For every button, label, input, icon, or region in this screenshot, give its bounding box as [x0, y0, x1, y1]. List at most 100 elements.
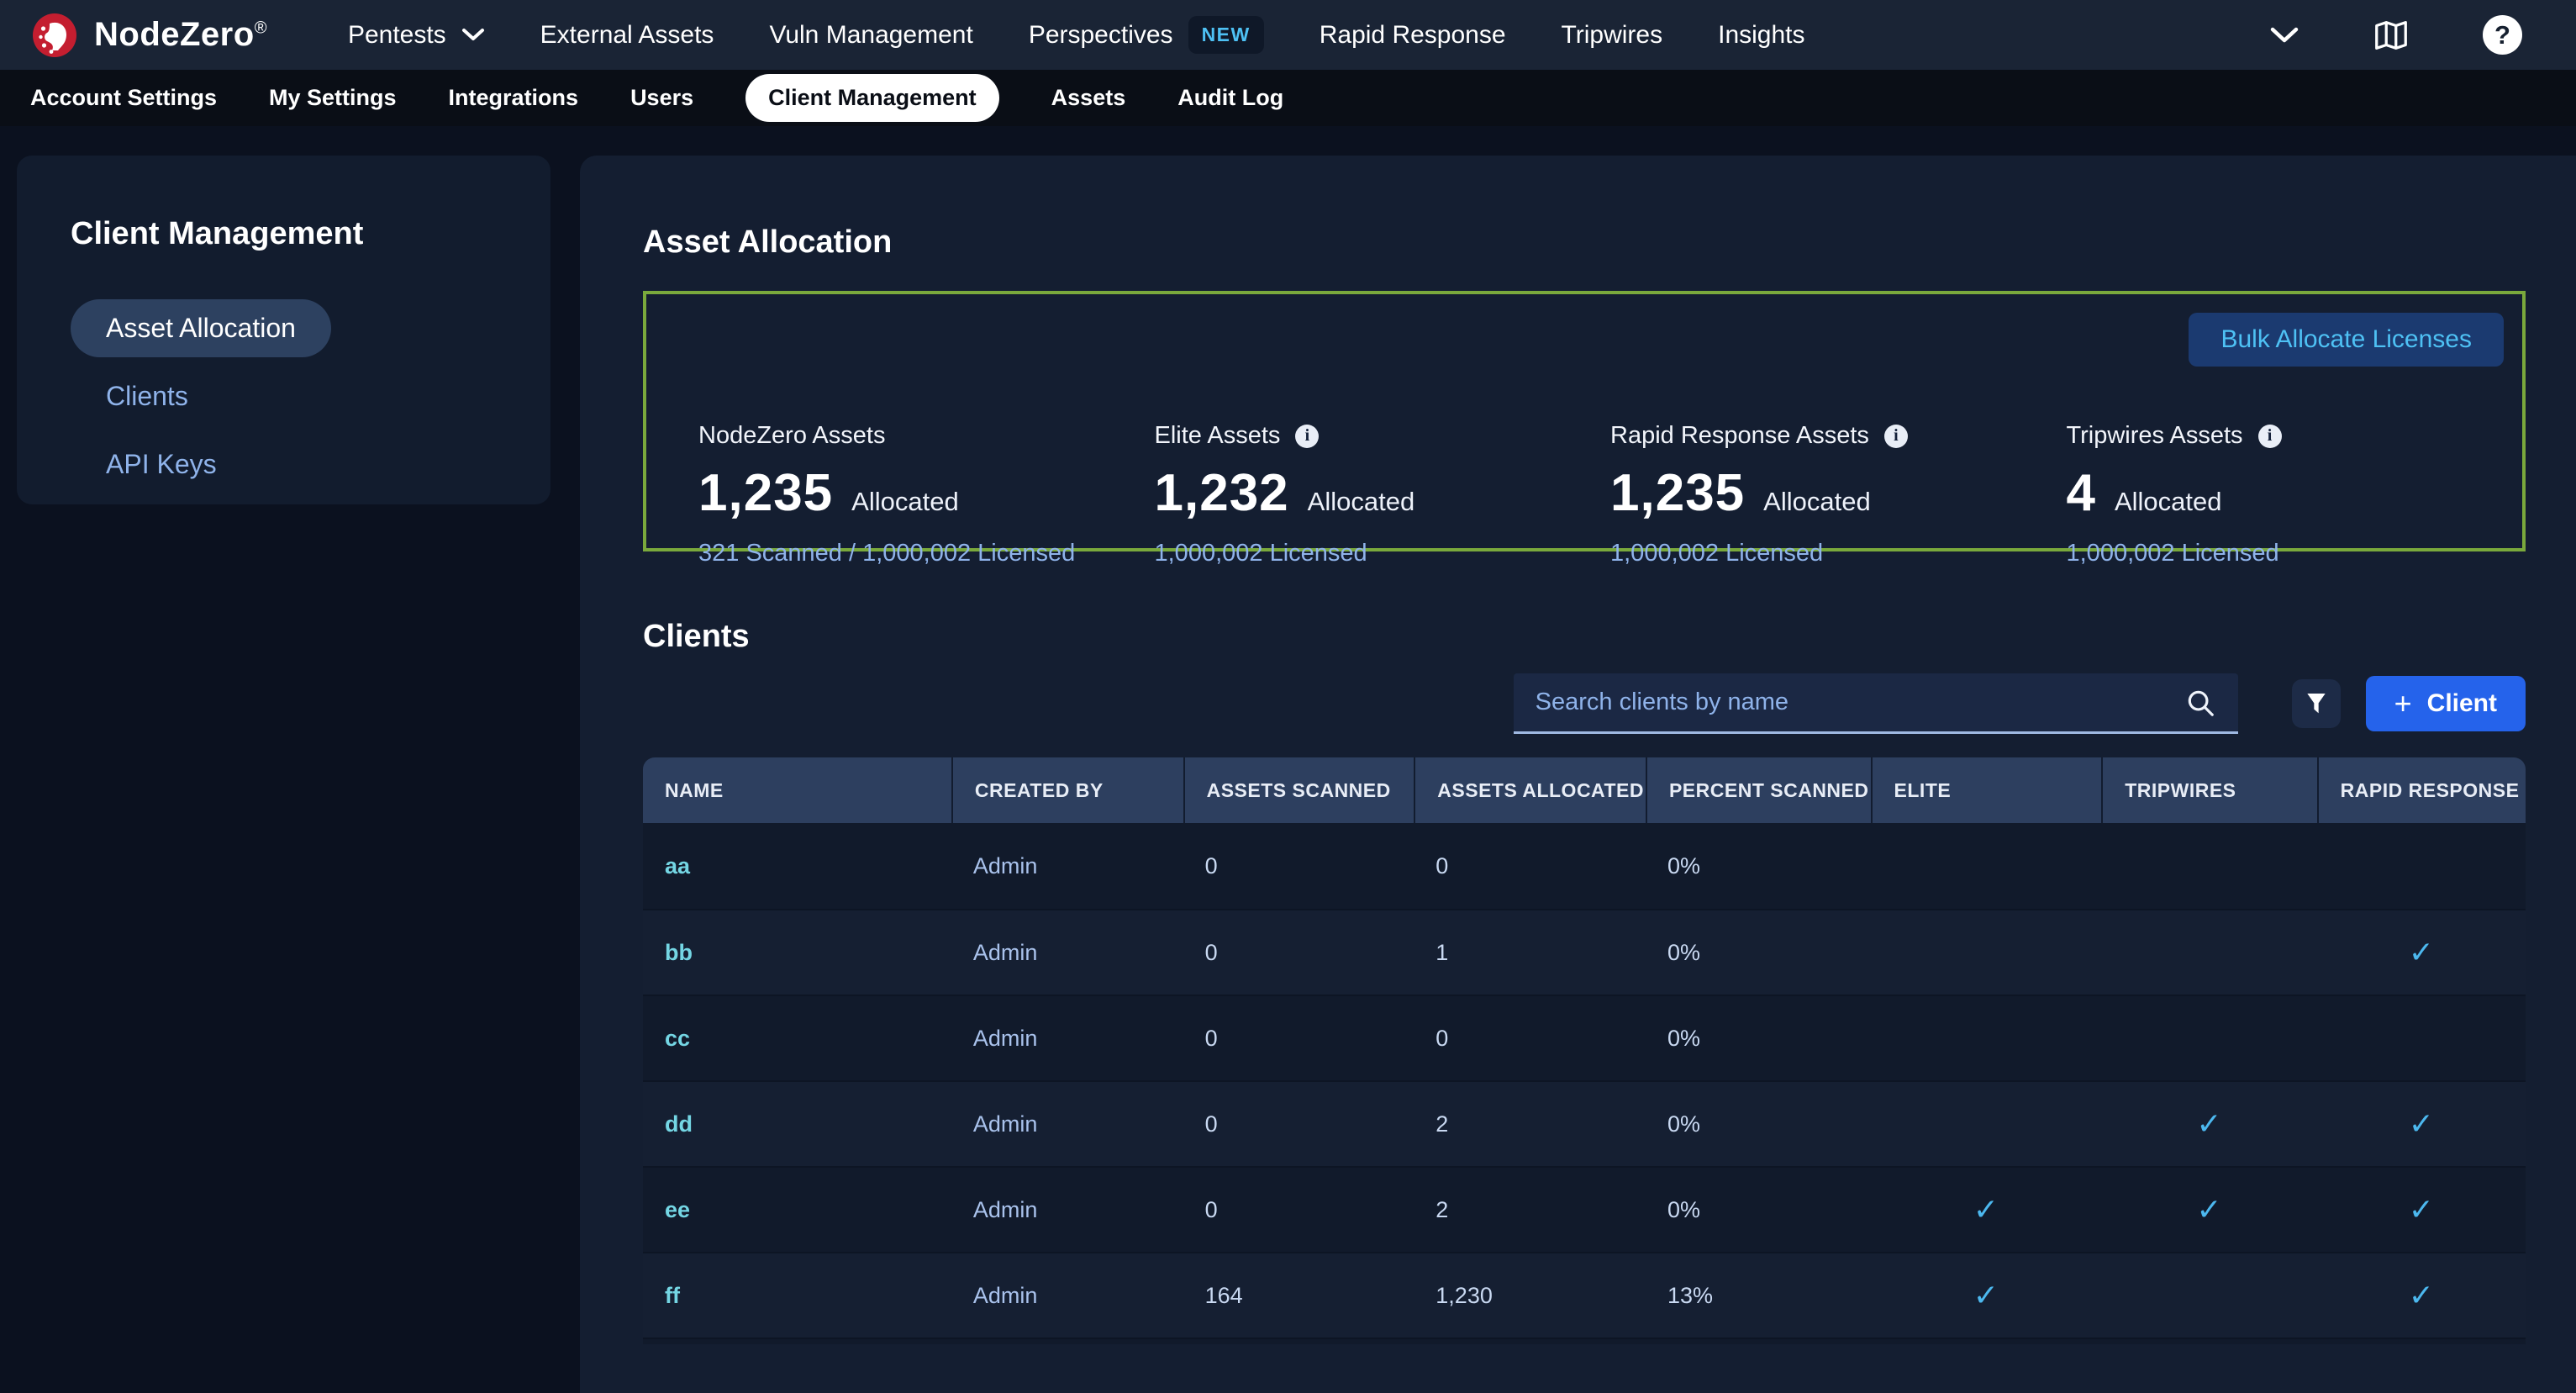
page-content: Client Management Asset AllocationClient…: [0, 126, 2576, 1337]
stat-suffix: Allocated: [2115, 487, 2222, 517]
created-by-cell: Admin: [951, 1168, 1183, 1252]
sidebar-items: Asset Allocation Clients API Keys: [71, 299, 497, 493]
search-input[interactable]: [1536, 689, 2184, 716]
check-icon: [1973, 1278, 1999, 1313]
stat-value-row: 1,235Allocated: [1610, 463, 2067, 523]
clients-table-body: aaAdmin000%bbAdmin010%ccAdmin000%ddAdmin…: [643, 823, 2526, 1338]
client-name-link[interactable]: bb: [643, 910, 951, 995]
info-icon[interactable]: [2258, 425, 2282, 448]
stat-rapid-response-assets: Rapid Response Assets 1,235Allocated 1,000…: [1610, 422, 2067, 567]
nodezero-logo: [32, 13, 77, 58]
nav-item-tripwires[interactable]: Tripwires: [1562, 21, 1663, 50]
created-by-cell: Admin: [951, 1253, 1183, 1338]
primary-nav: Pentests External Assets Vuln Management Pe…: [348, 16, 1805, 54]
tab-integrations[interactable]: Integrations: [449, 85, 579, 111]
check-icon: [2409, 935, 2434, 970]
search-icon[interactable]: [2184, 687, 2216, 719]
assets-scanned-cell: 0: [1183, 910, 1414, 995]
column-header-assets-allocated: ASSETS ALLOCATED: [1414, 757, 1646, 823]
stat-suffix: Allocated: [1763, 487, 1871, 517]
nav-item-rapid-response[interactable]: Rapid Response: [1320, 21, 1506, 50]
table-row-cc[interactable]: ccAdmin000%: [643, 995, 2526, 1080]
check-icon: [2409, 1278, 2434, 1313]
registered-mark: ®: [255, 19, 267, 38]
nav-item-vuln-management[interactable]: Vuln Management: [769, 21, 972, 50]
clients-table-header: NAMECREATED BYASSETS SCANNEDASSETS ALLOC…: [643, 757, 2526, 823]
info-icon[interactable]: [1295, 425, 1319, 448]
nav-item-label: External Assets: [540, 21, 714, 50]
table-row-bb[interactable]: bbAdmin010%: [643, 909, 2526, 995]
stat-label: Elite Assets: [1155, 422, 1611, 450]
stat-nodezero-assets: NodeZero Assets1,235Allocated321 Scanned…: [698, 422, 1155, 567]
sidebar-item-clients[interactable]: Clients: [71, 367, 224, 425]
stat-detail: 321 Scanned / 1,000,002 Licensed: [698, 540, 1155, 567]
client-name-link[interactable]: ff: [643, 1253, 951, 1338]
map-icon[interactable]: [2372, 16, 2410, 55]
client-name-link[interactable]: dd: [643, 1082, 951, 1166]
stat-detail: 1,000,002 Licensed: [1610, 540, 2067, 567]
filter-icon: [2303, 690, 2330, 717]
top-navigation-bar: NodeZero® Pentests External Assets Vuln Ma…: [0, 0, 2576, 70]
column-header-elite: ELITE: [1871, 757, 2102, 823]
column-header-assets-scanned: ASSETS SCANNED: [1183, 757, 1414, 823]
filter-button[interactable]: [2292, 679, 2341, 728]
tripwires-cell: [2101, 823, 2316, 909]
tab-client-management[interactable]: Client Management: [745, 74, 999, 122]
elite-cell: [1871, 996, 2102, 1080]
table-row-dd[interactable]: ddAdmin020%: [643, 1080, 2526, 1166]
rapid-response-cell: [2317, 823, 2526, 909]
rapid-response-cell: [2317, 910, 2526, 995]
table-row-ee[interactable]: eeAdmin020%: [643, 1166, 2526, 1252]
stat-label-text: Rapid Response Assets: [1610, 422, 1869, 450]
asset-allocation-summary: Bulk Allocate Licenses NodeZero Assets1,…: [643, 291, 2526, 551]
check-icon: [2196, 1192, 2221, 1227]
column-header-percent-scanned: PERCENT SCANNED: [1646, 757, 1871, 823]
table-row-ff[interactable]: ffAdmin1641,23013%: [643, 1252, 2526, 1338]
nav-item-insights[interactable]: Insights: [1718, 21, 1804, 50]
tab-audit-log[interactable]: Audit Log: [1177, 85, 1283, 111]
client-search: [1514, 673, 2238, 734]
assets-allocated-cell: 2: [1414, 1082, 1646, 1166]
chevron-down-icon[interactable]: [2269, 26, 2299, 45]
bulk-allocate-licenses-button[interactable]: Bulk Allocate Licenses: [2189, 313, 2504, 367]
tripwires-cell: [2101, 1082, 2316, 1166]
check-icon: [2409, 1192, 2434, 1227]
tab-my-settings[interactable]: My Settings: [269, 85, 397, 111]
tab-users[interactable]: Users: [630, 85, 693, 111]
add-client-button[interactable]: Client: [2366, 676, 2526, 731]
stat-suffix: Allocated: [851, 487, 959, 517]
client-name-link[interactable]: ee: [643, 1168, 951, 1252]
nav-item-pentests[interactable]: Pentests: [348, 21, 485, 50]
stat-detail: 1,000,002 Licensed: [2067, 540, 2523, 567]
info-icon[interactable]: [1884, 425, 1908, 448]
plus-icon: [2394, 689, 2412, 719]
nodezero-brand[interactable]: NodeZero®: [32, 13, 267, 58]
assets-scanned-cell: 0: [1183, 996, 1414, 1080]
stat-value: 1,232: [1155, 463, 1289, 523]
sidebar-item-asset-allocation[interactable]: Asset Allocation: [71, 299, 331, 357]
tab-assets[interactable]: Assets: [1051, 85, 1126, 111]
help-icon[interactable]: ?: [2483, 15, 2522, 55]
tab-account-settings[interactable]: Account Settings: [30, 85, 217, 111]
created-by-cell: Admin: [951, 1082, 1183, 1166]
rapid-response-cell: [2317, 1168, 2526, 1252]
stat-label: Rapid Response Assets: [1610, 422, 2067, 450]
assets-scanned-cell: 164: [1183, 1253, 1414, 1338]
sidebar-item-api-keys[interactable]: API Keys: [71, 435, 252, 493]
table-row-partial: [643, 1338, 2526, 1344]
chevron-down-icon: [461, 28, 485, 42]
percent-scanned-cell: 13%: [1646, 1253, 1871, 1338]
stat-elite-assets: Elite Assets1,232Allocated1,000,002 Lice…: [1155, 422, 1611, 567]
rapid-response-cell: [2317, 996, 2526, 1080]
table-row-aa[interactable]: aaAdmin000%: [643, 823, 2526, 909]
nav-item-external-assets[interactable]: External Assets: [540, 21, 714, 50]
client-name-link[interactable]: aa: [643, 823, 951, 909]
assets-allocated-cell: 0: [1414, 823, 1646, 909]
stat-detail: 1,000,002 Licensed: [1155, 540, 1611, 567]
nav-item-perspectives[interactable]: PerspectivesNEW: [1029, 16, 1264, 54]
client-name-link[interactable]: cc: [643, 996, 951, 1080]
stat-value-row: 4Allocated: [2067, 463, 2523, 523]
percent-scanned-cell: 0%: [1646, 996, 1871, 1080]
clients-table: NAMECREATED BYASSETS SCANNEDASSETS ALLOC…: [643, 757, 2526, 1344]
settings-tab-bar: Account Settings My Settings Integrations U…: [0, 70, 2576, 126]
